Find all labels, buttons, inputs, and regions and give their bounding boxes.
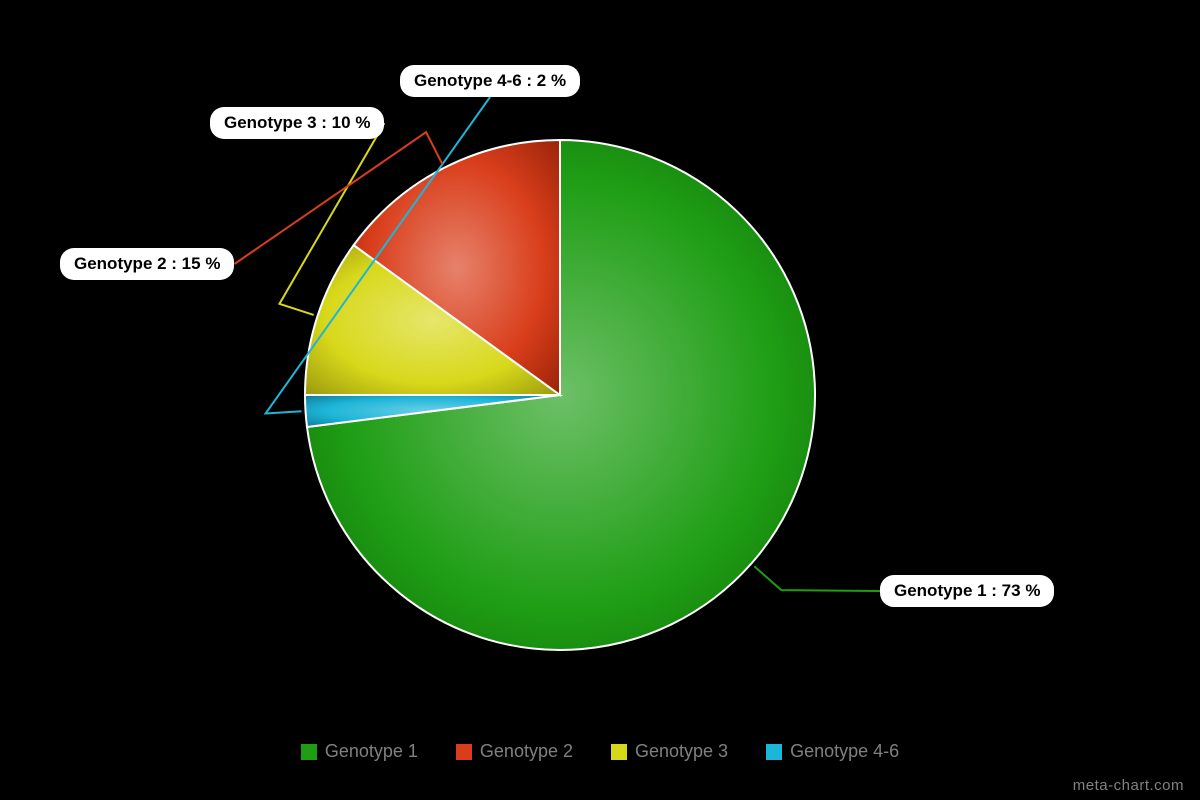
callout-g1: Genotype 1 : 73 %: [880, 575, 1054, 607]
legend-swatch-g46: [766, 744, 782, 760]
callout-g2: Genotype 2 : 15 %: [60, 248, 234, 280]
legend-label-g1: Genotype 1: [325, 741, 418, 762]
legend-swatch-g2: [456, 744, 472, 760]
callout-leader-g1: [754, 566, 880, 591]
legend-label-g46: Genotype 4-6: [790, 741, 899, 762]
callout-g46: Genotype 4-6 : 2 %: [400, 65, 580, 97]
legend-swatch-g1: [301, 744, 317, 760]
legend-item-g46: Genotype 4-6: [766, 741, 899, 762]
legend-swatch-g3: [611, 744, 627, 760]
legend-label-g2: Genotype 2: [480, 741, 573, 762]
legend: Genotype 1 Genotype 2 Genotype 3 Genotype 4…: [0, 741, 1200, 762]
callout-g3: Genotype 3 : 10 %: [210, 107, 384, 139]
watermark: meta-chart.com: [1073, 777, 1184, 794]
pie-chart: Genotype 1 : 73 % Genotype 4-6 : 2 % Genot…: [0, 0, 1200, 800]
legend-item-g1: Genotype 1: [301, 741, 418, 762]
legend-label-g3: Genotype 3: [635, 741, 728, 762]
legend-item-g2: Genotype 2: [456, 741, 573, 762]
legend-item-g3: Genotype 3: [611, 741, 728, 762]
pie-svg: [0, 0, 1200, 800]
